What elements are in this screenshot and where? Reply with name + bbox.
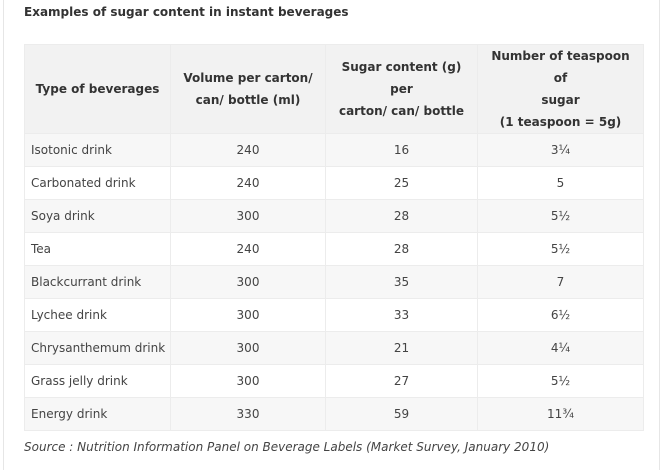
cell-beverage: Energy drink <box>24 397 171 431</box>
cell-sugar: 59 <box>325 397 478 431</box>
table-row: Tea 240 28 5½ <box>24 232 644 266</box>
cell-sugar: 21 <box>325 331 478 365</box>
cell-volume: 300 <box>170 364 326 398</box>
cell-volume: 300 <box>170 298 326 332</box>
header-volume: Volume per carton/ can/ bottle (ml) <box>170 44 326 134</box>
table-row: Blackcurrant drink 300 35 7 <box>24 265 644 299</box>
header-sugar-content: Sugar content (g) per carton/ can/ bottl… <box>325 44 478 134</box>
header-volume-line-1: Volume per carton/ <box>183 71 313 85</box>
cell-volume: 300 <box>170 199 326 233</box>
cell-teaspoons: 11¾ <box>477 397 644 431</box>
sugar-content-table: Type of beverages Volume per carton/ can… <box>24 44 644 431</box>
table-row: Lychee drink 300 33 6½ <box>24 298 644 332</box>
cell-beverage: Lychee drink <box>24 298 171 332</box>
header-teaspoons-line-2: sugar <box>541 93 580 107</box>
cell-beverage: Isotonic drink <box>24 133 171 167</box>
cell-sugar: 25 <box>325 166 478 200</box>
table-row: Energy drink 330 59 11¾ <box>24 397 644 431</box>
cell-volume: 240 <box>170 232 326 266</box>
cell-teaspoons: 4¼ <box>477 331 644 365</box>
cell-teaspoons: 3¼ <box>477 133 644 167</box>
cell-sugar: 35 <box>325 265 478 299</box>
cell-volume: 300 <box>170 265 326 299</box>
cell-beverage: Blackcurrant drink <box>24 265 171 299</box>
cell-volume: 240 <box>170 133 326 167</box>
header-type-line-1: Type of beverages <box>35 82 160 96</box>
cell-sugar: 33 <box>325 298 478 332</box>
page-title: Examples of sugar content in instant bev… <box>24 5 349 19</box>
header-teaspoons-line-1: Number of teaspoon of <box>491 49 630 85</box>
cell-sugar: 27 <box>325 364 478 398</box>
header-sugar-line-1: Sugar content (g) per <box>341 60 462 96</box>
header-volume-line-2: can/ bottle (ml) <box>195 93 301 107</box>
table-row: Isotonic drink 240 16 3¼ <box>24 133 644 167</box>
cell-beverage: Tea <box>24 232 171 266</box>
header-type: Type of beverages <box>24 44 171 134</box>
cell-beverage: Soya drink <box>24 199 171 233</box>
cell-beverage: Carbonated drink <box>24 166 171 200</box>
header-teaspoons-line-3: (1 teaspoon = 5g) <box>499 115 622 129</box>
cell-beverage: Grass jelly drink <box>24 364 171 398</box>
header-teaspoons: Number of teaspoon of sugar (1 teaspoon … <box>477 44 644 134</box>
cell-teaspoons: 5½ <box>477 232 644 266</box>
table-row: Soya drink 300 28 5½ <box>24 199 644 233</box>
cell-teaspoons: 5 <box>477 166 644 200</box>
source-note: Source : Nutrition Information Panel on … <box>24 440 550 454</box>
cell-sugar: 28 <box>325 199 478 233</box>
content-frame <box>3 0 660 470</box>
cell-teaspoons: 5½ <box>477 364 644 398</box>
table-row: Carbonated drink 240 25 5 <box>24 166 644 200</box>
cell-volume: 300 <box>170 331 326 365</box>
cell-teaspoons: 6½ <box>477 298 644 332</box>
cell-volume: 330 <box>170 397 326 431</box>
table-header-row: Type of beverages Volume per carton/ can… <box>24 44 644 134</box>
table-row: Grass jelly drink 300 27 5½ <box>24 364 644 398</box>
cell-sugar: 28 <box>325 232 478 266</box>
cell-volume: 240 <box>170 166 326 200</box>
cell-teaspoons: 7 <box>477 265 644 299</box>
header-sugar-line-2: carton/ can/ bottle <box>338 104 465 118</box>
cell-beverage: Chrysanthemum drink <box>24 331 171 365</box>
table-row: Chrysanthemum drink 300 21 4¼ <box>24 331 644 365</box>
cell-sugar: 16 <box>325 133 478 167</box>
cell-teaspoons: 5½ <box>477 199 644 233</box>
